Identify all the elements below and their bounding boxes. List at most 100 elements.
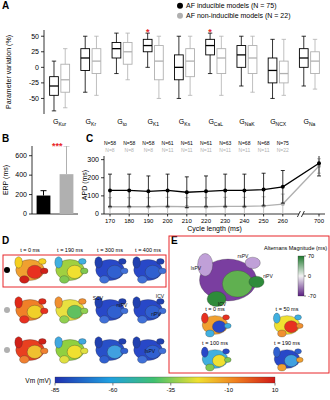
bar <box>60 174 74 214</box>
error-cap <box>146 206 150 207</box>
anatomy-label: lsPV <box>145 348 156 354</box>
whisker-cap <box>94 95 98 96</box>
heart-model <box>201 347 231 371</box>
median <box>206 45 215 46</box>
heart-model <box>15 337 48 364</box>
anatomy-label: SCV <box>93 295 104 301</box>
color-bar <box>298 256 304 296</box>
x-tick <box>148 214 149 217</box>
median <box>186 60 195 61</box>
heart-part <box>55 257 63 268</box>
y-tick-label: -25 <box>29 79 39 86</box>
x-tick-label: GNaK <box>239 118 255 127</box>
label-sub: Na <box>309 121 316 127</box>
heart-part <box>224 357 231 362</box>
heart-part <box>60 316 70 324</box>
whisker-cap <box>302 36 306 37</box>
heart-part <box>145 345 160 358</box>
n-label: N=22 <box>277 147 289 153</box>
whisker-cap <box>157 98 161 99</box>
error-cap <box>223 174 227 175</box>
heart-part <box>133 297 141 308</box>
error-cap <box>281 203 285 204</box>
whisker-cap <box>188 36 192 37</box>
color-bar-tick <box>304 276 306 277</box>
whisker-cap <box>239 86 243 87</box>
error-cap <box>127 174 131 175</box>
color-bar-tick <box>275 383 276 386</box>
time-label: t = 0 ms <box>205 306 225 312</box>
x-tick-label: 250 <box>259 218 270 224</box>
heart-part <box>20 276 30 284</box>
heart-part <box>27 345 42 358</box>
whisker-cap <box>282 39 286 40</box>
box <box>143 39 152 51</box>
box <box>123 42 132 64</box>
error-cap <box>281 170 285 171</box>
heart-part <box>273 313 280 323</box>
plot-area <box>108 156 321 214</box>
median <box>175 67 184 68</box>
n-label: N=75 <box>277 140 289 146</box>
series-line <box>110 163 319 192</box>
y-tick-label: 200 <box>15 191 27 198</box>
heart-part <box>80 308 88 314</box>
n-label: N=11 <box>162 147 174 153</box>
anatomy-label: lsPV <box>191 265 202 271</box>
annotation: * <box>208 27 212 37</box>
x-tick-label: 220 <box>201 218 212 224</box>
anatomy-label: rsPV <box>117 302 129 308</box>
heart-part <box>201 313 208 323</box>
point <box>146 189 150 193</box>
heart-part <box>40 268 48 274</box>
heart-part <box>223 315 230 320</box>
whisker-cap <box>270 39 274 40</box>
y-tick <box>41 51 44 52</box>
heart-part <box>79 299 87 305</box>
heart-part <box>207 291 226 306</box>
heart-part <box>278 364 287 371</box>
n-label: N=61 <box>181 140 193 146</box>
n-label: N=68 <box>258 140 270 146</box>
heart-part <box>212 321 226 333</box>
x-tick-label: GKur <box>53 118 67 127</box>
heart-part <box>95 257 103 268</box>
box <box>299 49 308 68</box>
box <box>186 49 195 77</box>
heart-part <box>223 349 230 354</box>
heart-part <box>201 347 208 357</box>
x-tick-label: 210 <box>182 218 193 224</box>
n-label: N=8 <box>144 147 154 153</box>
heart-part <box>145 265 160 278</box>
annotation: *** <box>52 141 63 151</box>
error-cap <box>262 205 266 206</box>
heart-part <box>107 345 122 358</box>
color-bar-tick-label: -35 <box>166 387 175 393</box>
error-cap <box>64 146 70 147</box>
y-tick <box>29 214 32 215</box>
box <box>268 58 277 83</box>
y-tick-label: 0 <box>35 64 39 71</box>
x-tick <box>167 214 168 217</box>
heart-part <box>296 323 303 328</box>
y-tick-label: 0 <box>23 210 27 217</box>
panel-label: B <box>2 133 9 144</box>
x-tick-label: 190 <box>143 218 154 224</box>
x-tick <box>244 214 245 217</box>
label-sub: to <box>123 121 127 127</box>
x-tick <box>319 214 320 217</box>
median <box>143 45 152 46</box>
x-tick-label: 200 <box>163 218 174 224</box>
heart-part <box>158 268 166 274</box>
x-tick-label: 260 <box>278 218 289 224</box>
y-tick <box>41 67 44 68</box>
legend-label: AF inducible models (N = 75) <box>186 2 276 10</box>
heart-part <box>67 305 82 318</box>
heart-model <box>133 257 166 284</box>
heart-model <box>201 313 231 337</box>
y-tick <box>29 155 32 156</box>
x-tick-label: 240 <box>239 218 250 224</box>
x-tick <box>263 214 264 217</box>
heart-part <box>39 259 47 265</box>
n-label: N=63 <box>219 140 231 146</box>
